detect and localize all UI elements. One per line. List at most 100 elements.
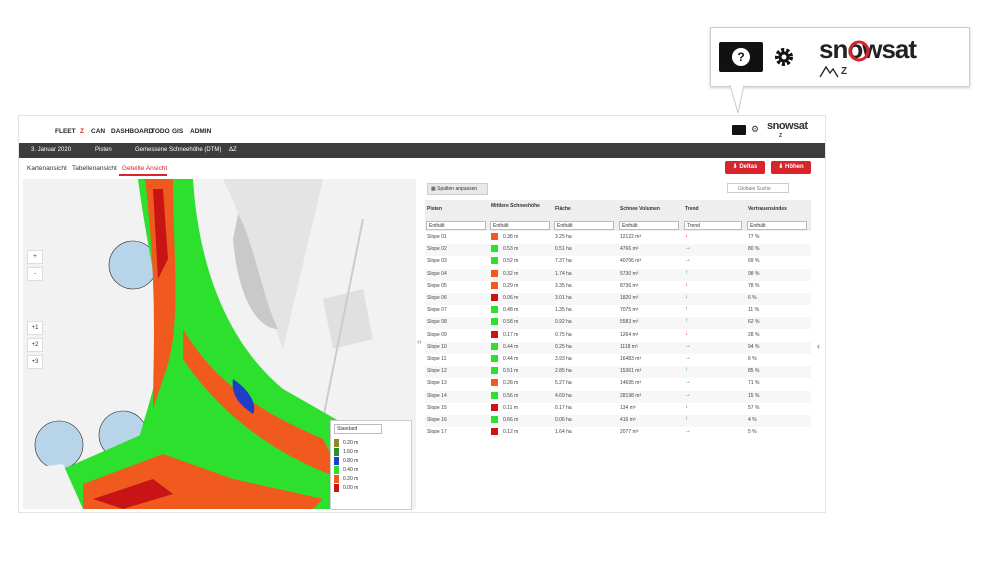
view-tab[interactable]: Kartenansicht xyxy=(27,165,67,172)
height-swatch xyxy=(491,428,498,436)
legend-label: 0.20 m xyxy=(343,476,359,482)
column-header[interactable]: Vertrauensindex xyxy=(748,206,787,212)
nav-item[interactable]: FLEET xyxy=(55,128,76,135)
cell-trust: 6 % xyxy=(748,295,757,301)
height-swatch xyxy=(491,281,498,289)
cell-volume: 5583 m³ xyxy=(620,319,639,326)
map-control[interactable]: +3 xyxy=(27,355,43,369)
height-swatch xyxy=(491,294,498,301)
cell-trend: ↓ xyxy=(685,403,688,410)
legend-swatch xyxy=(334,475,339,483)
map-control[interactable]: +1 xyxy=(27,321,43,335)
height-swatch xyxy=(491,245,498,253)
cell-piste: Slope 15 xyxy=(427,404,447,411)
column-header[interactable]: Schnee Volumen xyxy=(620,206,660,212)
button-label: Höhen xyxy=(785,164,804,170)
cell-trend: → xyxy=(685,257,691,264)
cell-height: 0.12 m xyxy=(503,429,519,436)
cell-piste: Slope 09 xyxy=(427,331,447,338)
map-control[interactable]: - xyxy=(27,267,43,281)
cell-trend: ↓ xyxy=(685,294,688,300)
cell-volume: 14695 m³ xyxy=(620,380,642,387)
callout-pointer xyxy=(729,85,745,114)
settings-icon[interactable]: ⚙ xyxy=(751,124,760,134)
cell-piste: Slope 16 xyxy=(427,417,447,423)
cell-trend: → xyxy=(685,391,691,398)
layer-select[interactable]: Pisten xyxy=(95,147,112,153)
cell-piste: Slope 13 xyxy=(427,380,447,387)
height-swatch xyxy=(491,342,498,350)
row-bg xyxy=(425,366,811,379)
tab-underline xyxy=(119,174,167,176)
height-swatch xyxy=(491,391,498,399)
cell-piste: Slope 06 xyxy=(427,295,447,301)
date-picker[interactable]: 3. Januar 2020 xyxy=(31,147,72,153)
map-control[interactable]: + xyxy=(27,250,43,264)
height-swatch xyxy=(491,330,498,338)
height-swatch xyxy=(491,269,498,277)
height-swatch xyxy=(491,306,498,314)
column-header[interactable]: Fläche xyxy=(555,206,571,212)
adjust-columns-button[interactable]: ▦ Spalten anpassen xyxy=(427,183,488,195)
legend-style-select[interactable]: Standard xyxy=(334,424,382,434)
nav-item[interactable]: GIS xyxy=(172,128,184,135)
cell-trend: → xyxy=(685,342,691,349)
deltas-button[interactable]: ⬇ Deltas xyxy=(725,161,765,174)
logo: snowsat xyxy=(767,120,808,132)
height-swatch xyxy=(491,379,498,387)
settings-icon[interactable] xyxy=(773,46,795,68)
cell-volume: 8736 m³ xyxy=(620,282,639,289)
cell-volume: 1118 m³ xyxy=(620,343,638,350)
column-header[interactable]: Pisten xyxy=(427,206,443,212)
cell-area: 2.85 ha xyxy=(555,368,572,375)
cell-trust: 78 % xyxy=(748,282,760,289)
cell-trust: 5 % xyxy=(748,429,757,436)
cell-trend: → xyxy=(685,428,691,435)
hoehen-button[interactable]: ⬇ Höhen xyxy=(771,161,811,174)
column-filter[interactable]: Enthält xyxy=(490,221,550,230)
side-collapse[interactable]: ‹ xyxy=(817,341,820,351)
nav-item[interactable]: CAN xyxy=(91,128,106,135)
cell-volume: 16483 m³ xyxy=(620,356,642,362)
help-button[interactable] xyxy=(732,125,746,135)
split-handle[interactable]: ‹› xyxy=(417,339,422,346)
nav-item[interactable]: Z xyxy=(80,128,84,135)
legend-swatch xyxy=(334,439,339,447)
column-filter[interactable]: Enthält xyxy=(619,221,679,230)
column-filter[interactable]: Enthält xyxy=(747,221,807,230)
cell-height: 0.51 m xyxy=(503,368,519,375)
help-button[interactable]: ? xyxy=(719,42,763,72)
nav-item[interactable]: DASHBOARD xyxy=(111,128,154,135)
delta-toggle[interactable]: ΔZ xyxy=(229,147,237,153)
cell-height: 0.06 m xyxy=(503,295,519,301)
cell-piste: Slope 01 xyxy=(427,234,447,240)
column-header[interactable]: Mittlere Schneehöhe xyxy=(491,203,540,209)
cell-height: 0.44 m xyxy=(503,356,519,362)
legend-label: 0.80 m xyxy=(343,458,359,464)
view-tab[interactable]: Tabellenansicht xyxy=(72,165,117,172)
height-swatch xyxy=(491,355,498,362)
cell-area: 0.51 ha xyxy=(555,246,572,253)
cell-trust: 80 % xyxy=(748,246,760,253)
column-header[interactable]: Trend xyxy=(685,206,699,212)
cell-trust: 98 % xyxy=(748,270,760,277)
nav-item[interactable]: TODO xyxy=(151,128,170,135)
map-legend: Standard 0.20 m 1.60 m 0.80 m 0.40 m 0.20 m 0… xyxy=(330,420,412,510)
column-filter[interactable]: Enthält xyxy=(426,221,486,230)
view-tab[interactable]: Geteilte Ansicht xyxy=(122,165,168,172)
row-bg xyxy=(425,244,811,257)
map-control[interactable]: +2 xyxy=(27,338,43,352)
nav-item[interactable]: ADMIN xyxy=(190,128,212,135)
cell-volume: 416 m³ xyxy=(620,417,636,423)
cell-trend: ↓ xyxy=(685,281,688,288)
button-label: Spalten anpassen xyxy=(437,186,478,192)
column-filter[interactable]: Trend xyxy=(684,221,742,230)
row-bg xyxy=(425,268,811,281)
cell-piste: Slope 03 xyxy=(427,258,447,265)
measure-select[interactable]: Gemessene Schneehöhe (DTM) xyxy=(135,147,222,153)
global-search[interactable]: Globale Suche xyxy=(727,183,789,193)
cell-trend: ↑ xyxy=(685,367,688,374)
column-filter[interactable]: Enthält xyxy=(554,221,614,230)
cell-area: 3.35 ha xyxy=(555,282,572,289)
